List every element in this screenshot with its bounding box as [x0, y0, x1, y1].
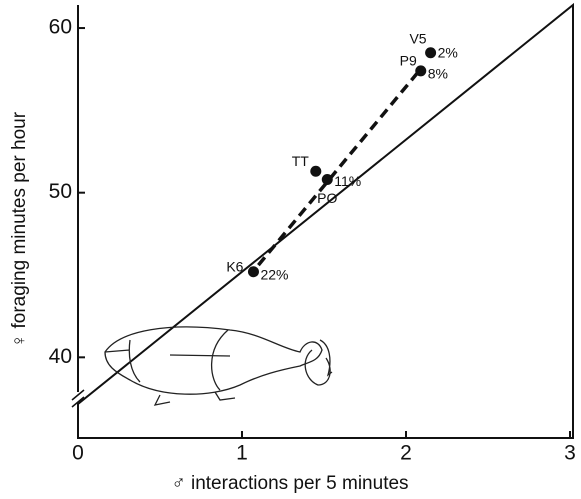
- point: [310, 166, 321, 177]
- point-label: PO: [317, 190, 337, 206]
- x-tick-label: 1: [236, 442, 248, 465]
- y-tick-label: 50: [49, 180, 72, 203]
- point: [248, 266, 259, 277]
- percent-label: 8%: [428, 66, 448, 82]
- goose-drawing: [105, 327, 332, 405]
- point: [425, 47, 436, 58]
- point-label: V5: [409, 30, 426, 46]
- y-tick-label: 60: [49, 16, 72, 39]
- x-axis-label: ♂ interactions per 5 minutes: [171, 473, 408, 494]
- point-label: K6: [226, 258, 243, 274]
- page: {"chart_data": {"type": "scatter", "x_la…: [0, 0, 581, 499]
- point-label: P9: [400, 53, 417, 69]
- frame: [78, 5, 573, 438]
- percent-label: 11%: [334, 173, 361, 189]
- y-axis-label: ♀ foraging minutes per hour: [9, 111, 30, 348]
- x-tick-label: 3: [564, 442, 576, 465]
- trend-line: [258, 71, 419, 265]
- x-tick-label: 2: [400, 442, 412, 465]
- chart: ♂ interactions per 5 minutes ♀ foraging …: [0, 0, 581, 499]
- y-tick-label: 40: [49, 345, 72, 368]
- percent-label: 22%: [260, 266, 288, 282]
- point: [415, 65, 426, 76]
- percent-label: 2%: [438, 44, 458, 60]
- point: [322, 174, 333, 185]
- point-label: TT: [292, 153, 310, 169]
- x-tick-label: 0: [72, 442, 84, 465]
